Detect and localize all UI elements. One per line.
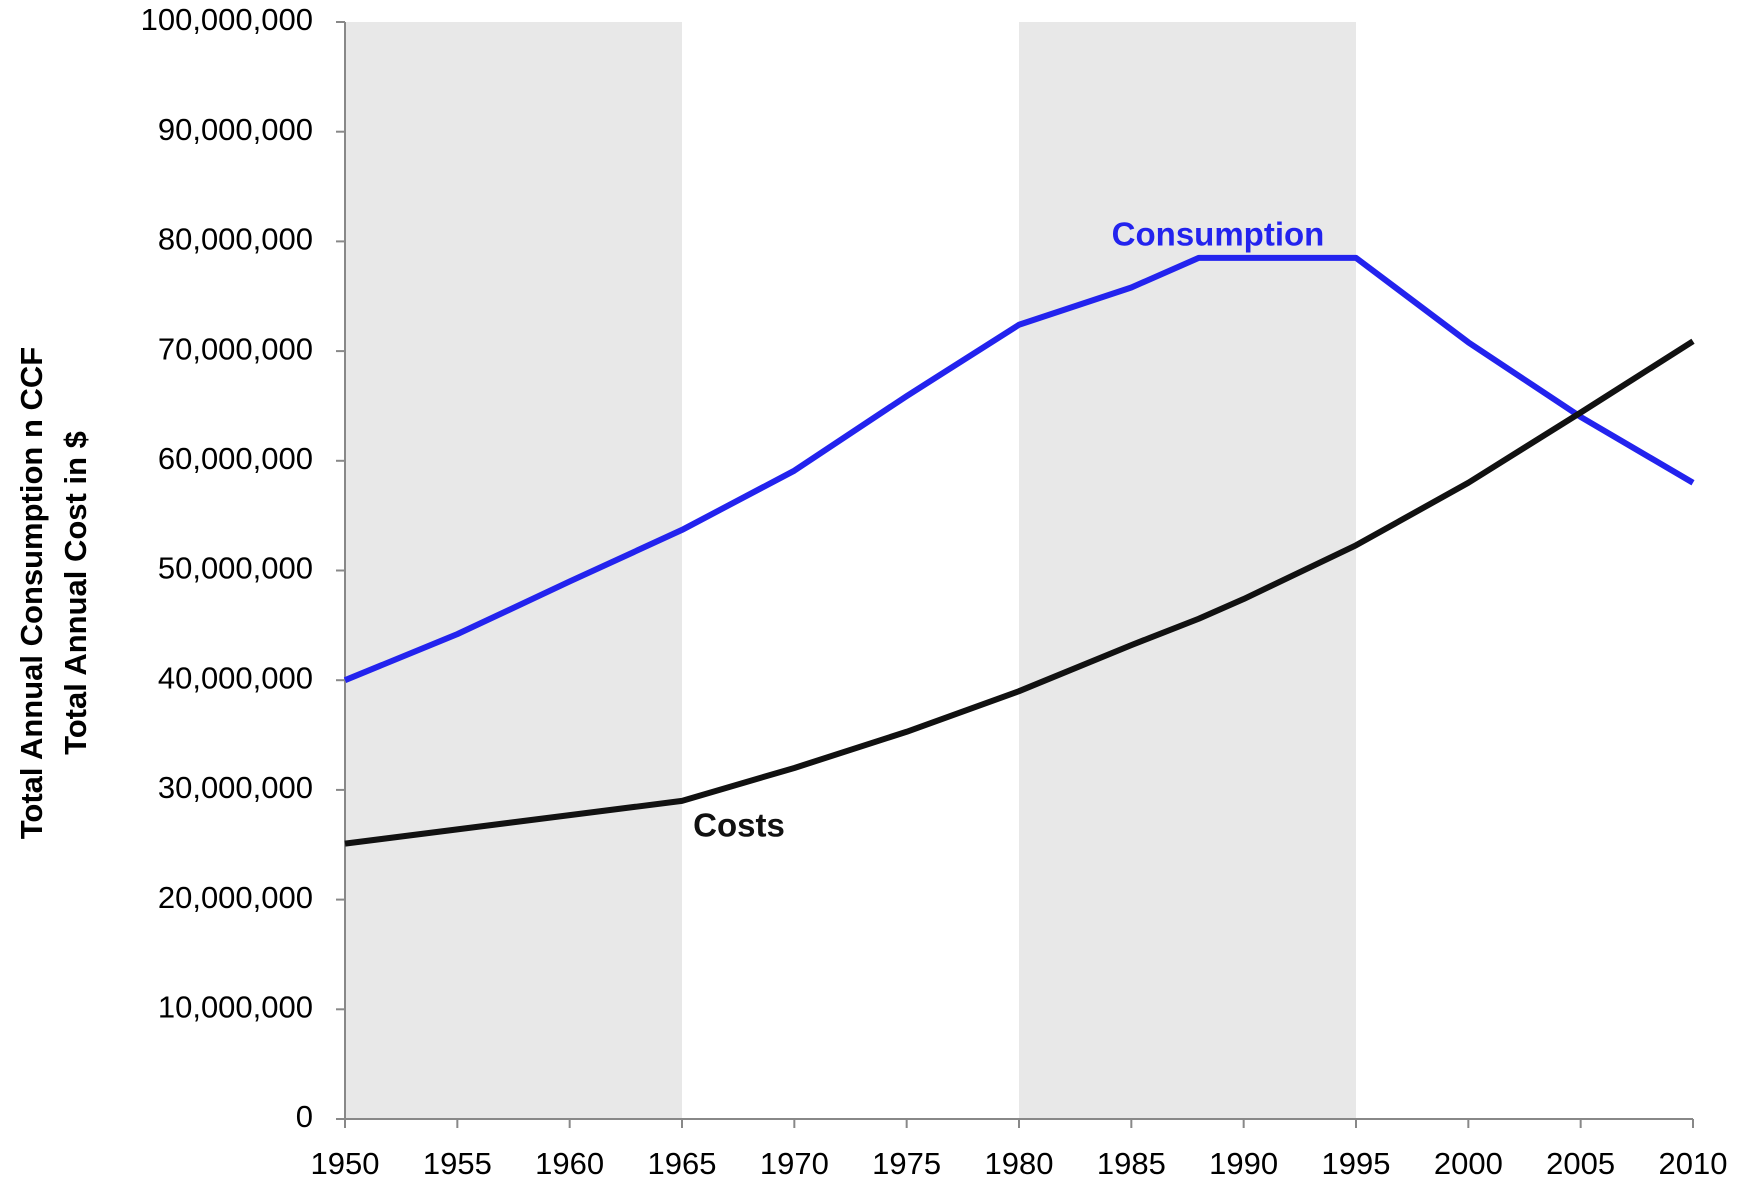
x-tick-label: 1975 — [872, 1146, 941, 1179]
y-tick-label: 60,000,000 — [158, 441, 313, 476]
series-line — [344, 338, 1695, 847]
x-tick-label: 1965 — [648, 1146, 717, 1179]
x-tick-label: 1995 — [1322, 1146, 1391, 1179]
x-tick-label: 2000 — [1434, 1146, 1503, 1179]
x-tick-label: 1980 — [985, 1146, 1054, 1179]
y-tick-label: 30,000,000 — [158, 770, 313, 805]
shaded-band — [345, 22, 682, 1119]
x-tick-label: 1960 — [535, 1146, 604, 1179]
x-tick-label: 1955 — [423, 1146, 492, 1179]
series-label: Consumption — [1112, 216, 1325, 253]
y-tick-label: 80,000,000 — [158, 222, 313, 257]
x-tick-label: 1950 — [311, 1146, 380, 1179]
x-tick-label: 2010 — [1659, 1146, 1728, 1179]
x-tick-label: 1970 — [760, 1146, 829, 1179]
y-tick-label: 90,000,000 — [158, 112, 313, 147]
x-tick-label: 2005 — [1546, 1146, 1615, 1179]
y-tick-label: 10,000,000 — [158, 989, 313, 1024]
x-tick-label: 1985 — [1097, 1146, 1166, 1179]
series-line — [343, 254, 1695, 683]
y-axis-label: Total Annual Consumption n CCF — [14, 347, 49, 840]
y-tick-label: 20,000,000 — [158, 880, 313, 915]
y-tick-label: 70,000,000 — [158, 331, 313, 366]
y-axis-label: Total Annual Cost in $ — [58, 431, 93, 755]
y-tick-label: 100,000,000 — [141, 2, 313, 37]
x-tick-label: 1990 — [1209, 1146, 1278, 1179]
series-label: Costs — [693, 807, 785, 844]
y-tick-label: 40,000,000 — [158, 660, 313, 695]
y-tick-label: 50,000,000 — [158, 551, 313, 586]
y-tick-label: 0 — [296, 1099, 313, 1134]
